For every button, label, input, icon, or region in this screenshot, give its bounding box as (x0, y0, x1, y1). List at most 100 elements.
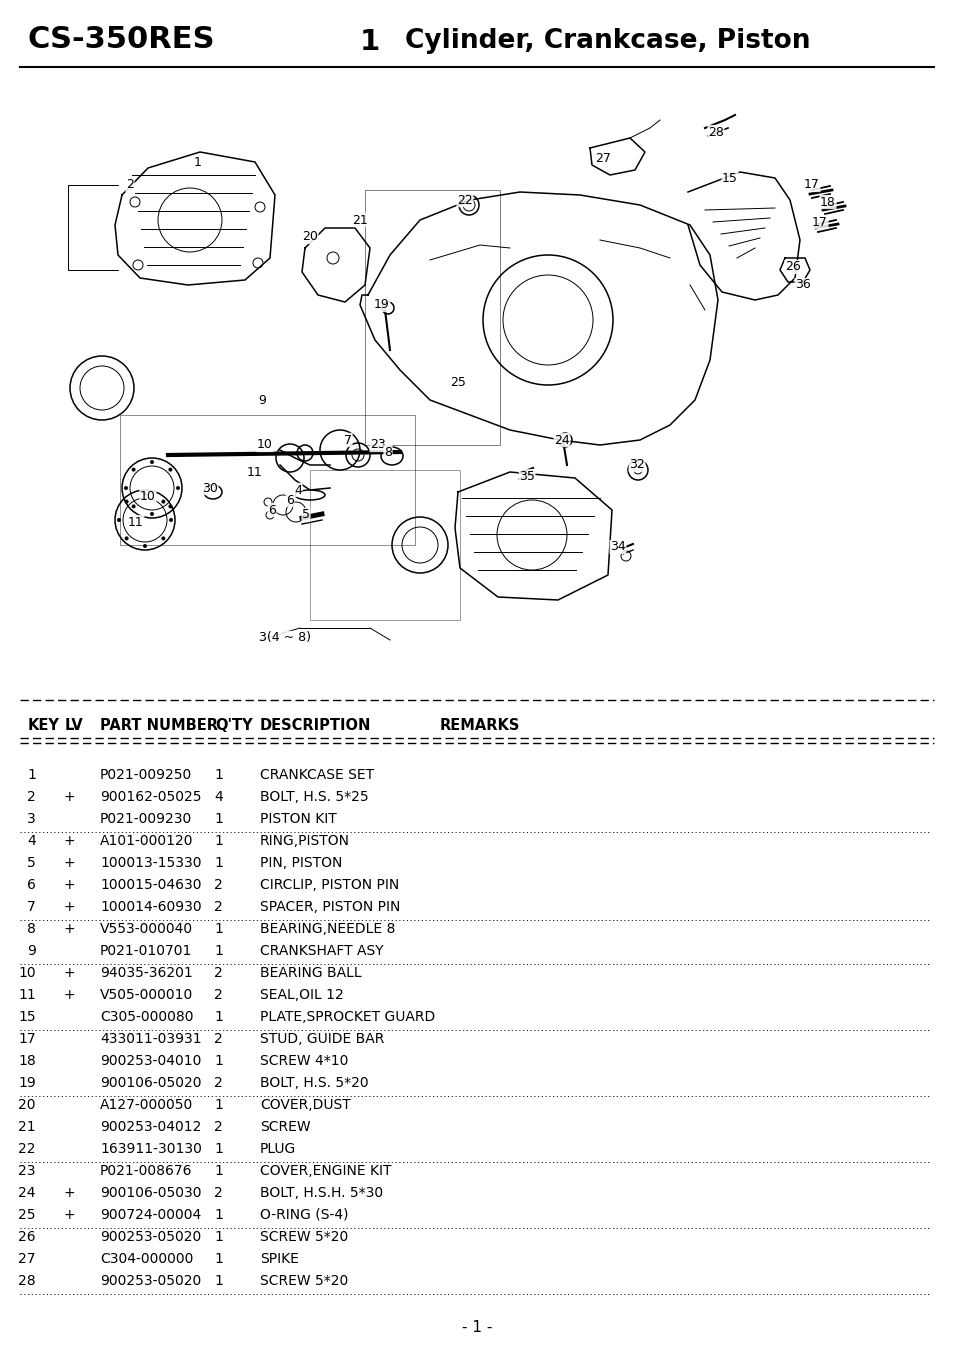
Text: 2: 2 (214, 900, 223, 915)
Text: A101-000120: A101-000120 (100, 834, 193, 848)
Text: CS-350RES: CS-350RES (28, 26, 215, 54)
Text: 6: 6 (286, 493, 294, 507)
Text: 1: 1 (213, 857, 223, 870)
Circle shape (143, 544, 147, 549)
Text: PART NUMBER: PART NUMBER (100, 717, 218, 734)
Text: BEARING,NEEDLE 8: BEARING,NEEDLE 8 (260, 921, 395, 936)
Text: 9: 9 (27, 944, 36, 958)
Text: 17: 17 (803, 178, 819, 192)
Text: 1: 1 (213, 944, 223, 958)
Text: 2: 2 (126, 178, 133, 192)
Text: 18: 18 (18, 1054, 36, 1069)
Text: CIRCLIP, PISTON PIN: CIRCLIP, PISTON PIN (260, 878, 399, 892)
Text: RING,PISTON: RING,PISTON (260, 834, 350, 848)
Text: 32: 32 (628, 458, 644, 471)
Text: PLATE,SPROCKET GUARD: PLATE,SPROCKET GUARD (260, 1011, 435, 1024)
Text: 26: 26 (18, 1229, 36, 1244)
Text: 6: 6 (27, 878, 36, 892)
Text: A127-000050: A127-000050 (100, 1098, 193, 1112)
Text: 2: 2 (214, 966, 223, 979)
Text: +: + (63, 988, 74, 1002)
Text: 28: 28 (18, 1274, 36, 1288)
Text: 7: 7 (344, 434, 352, 446)
Text: PLUG: PLUG (260, 1142, 296, 1156)
Text: 2: 2 (214, 878, 223, 892)
Text: 19: 19 (374, 299, 390, 312)
Text: 23: 23 (18, 1165, 36, 1178)
Text: 21: 21 (352, 213, 368, 227)
Text: 20: 20 (18, 1098, 36, 1112)
Circle shape (117, 517, 121, 521)
Text: 11: 11 (128, 516, 144, 528)
Text: SCREW 5*20: SCREW 5*20 (260, 1229, 348, 1244)
Text: 10: 10 (256, 439, 273, 451)
Text: - 1 -: - 1 - (461, 1320, 492, 1335)
Text: C304-000000: C304-000000 (100, 1252, 193, 1266)
Text: BOLT, H.S. 5*20: BOLT, H.S. 5*20 (260, 1075, 368, 1090)
Text: 100013-15330: 100013-15330 (100, 857, 201, 870)
Text: 4: 4 (28, 834, 36, 848)
Text: P021-008676: P021-008676 (100, 1165, 193, 1178)
Circle shape (150, 459, 153, 463)
Circle shape (175, 486, 180, 490)
Text: 900253-04012: 900253-04012 (100, 1120, 201, 1133)
Text: 34: 34 (610, 540, 625, 554)
Text: 163911-30130: 163911-30130 (100, 1142, 202, 1156)
Text: 100014-60930: 100014-60930 (100, 900, 201, 915)
Circle shape (132, 467, 135, 471)
Text: 1: 1 (213, 1165, 223, 1178)
Text: 23: 23 (370, 439, 385, 451)
Text: 17: 17 (811, 216, 827, 228)
Text: SPIKE: SPIKE (260, 1252, 298, 1266)
Text: KEY: KEY (28, 717, 60, 734)
Text: 900253-05020: 900253-05020 (100, 1229, 201, 1244)
Text: STUD, GUIDE BAR: STUD, GUIDE BAR (260, 1032, 384, 1046)
Text: LV: LV (65, 717, 84, 734)
Text: 28: 28 (707, 126, 723, 139)
Text: 100015-04630: 100015-04630 (100, 878, 201, 892)
Text: 2: 2 (214, 1075, 223, 1090)
Text: 6: 6 (268, 504, 275, 516)
Circle shape (150, 512, 153, 516)
Text: 24: 24 (554, 434, 569, 446)
Text: 18: 18 (820, 196, 835, 208)
Text: SCREW: SCREW (260, 1120, 311, 1133)
Text: 1: 1 (213, 1208, 223, 1223)
Text: 1: 1 (213, 1274, 223, 1288)
Text: V553-000040: V553-000040 (100, 921, 193, 936)
Text: +: + (63, 900, 74, 915)
Text: 1: 1 (213, 812, 223, 825)
Text: 94035-36201: 94035-36201 (100, 966, 193, 979)
Text: O-RING (S-4): O-RING (S-4) (260, 1208, 348, 1223)
Text: 26: 26 (784, 261, 800, 273)
Text: 900253-05020: 900253-05020 (100, 1274, 201, 1288)
Text: +: + (63, 1208, 74, 1223)
Text: 4: 4 (294, 484, 301, 497)
Text: 3: 3 (28, 812, 36, 825)
Text: P021-009250: P021-009250 (100, 767, 193, 782)
Text: SCREW 5*20: SCREW 5*20 (260, 1274, 348, 1288)
Text: +: + (63, 857, 74, 870)
Text: 1: 1 (359, 28, 380, 55)
Circle shape (125, 500, 129, 504)
Text: +: + (63, 790, 74, 804)
Text: SEAL,OIL 12: SEAL,OIL 12 (260, 988, 343, 1002)
Text: 2: 2 (28, 790, 36, 804)
Text: DESCRIPTION: DESCRIPTION (260, 717, 371, 734)
Text: 11: 11 (247, 466, 263, 478)
Text: SCREW 4*10: SCREW 4*10 (260, 1054, 348, 1069)
Text: P021-010701: P021-010701 (100, 944, 193, 958)
Text: 900106-05020: 900106-05020 (100, 1075, 201, 1090)
Text: +: + (63, 921, 74, 936)
Text: CRANKCASE SET: CRANKCASE SET (260, 767, 374, 782)
Text: 35: 35 (518, 470, 535, 482)
Text: 900106-05030: 900106-05030 (100, 1186, 201, 1200)
Text: 1: 1 (213, 1142, 223, 1156)
Text: 10: 10 (140, 489, 155, 503)
Text: 15: 15 (18, 1011, 36, 1024)
Text: 3(4 ~ 8): 3(4 ~ 8) (258, 631, 311, 644)
Text: 2: 2 (214, 1032, 223, 1046)
Circle shape (169, 504, 172, 508)
Text: 11: 11 (18, 988, 36, 1002)
Text: 22: 22 (456, 193, 473, 207)
